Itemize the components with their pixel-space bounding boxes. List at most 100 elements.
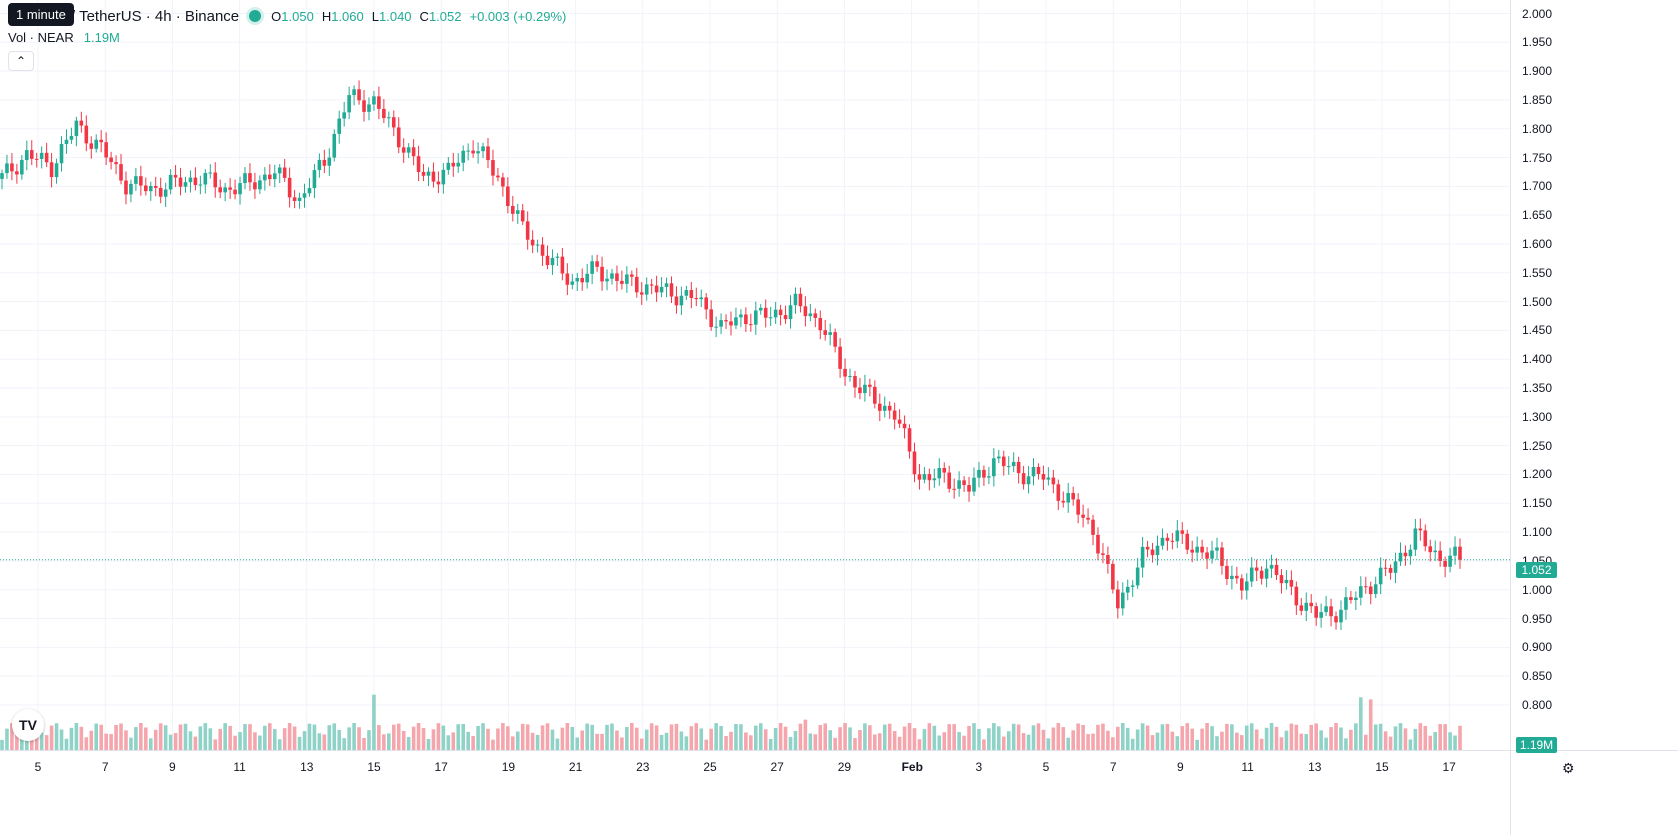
volume-bar bbox=[947, 724, 952, 750]
candle-body bbox=[1011, 461, 1016, 467]
collapse-legend-button[interactable]: ⌃ bbox=[8, 51, 34, 71]
candle-body bbox=[203, 172, 208, 185]
volume-bar bbox=[932, 725, 937, 750]
volume-bar bbox=[148, 738, 153, 750]
volume-bar bbox=[858, 729, 862, 750]
volume-bar bbox=[1026, 734, 1031, 750]
ohlc-key: L bbox=[371, 8, 379, 24]
volume-bar bbox=[1125, 727, 1130, 750]
candle-body bbox=[248, 173, 252, 183]
volume-bar bbox=[436, 723, 441, 750]
candle-body bbox=[788, 305, 793, 320]
volume-bar bbox=[1383, 731, 1388, 750]
volume-bar bbox=[421, 727, 426, 750]
candle-body bbox=[1145, 546, 1150, 550]
candle-body bbox=[783, 315, 788, 320]
candle-body bbox=[342, 112, 346, 119]
candle-body bbox=[818, 317, 823, 331]
volume-bar bbox=[977, 728, 981, 750]
candle-body bbox=[763, 307, 768, 318]
candle-body bbox=[510, 205, 515, 214]
volume-bar bbox=[937, 735, 942, 750]
candle-body bbox=[332, 133, 337, 158]
candle-body bbox=[962, 480, 966, 486]
volume-bar bbox=[773, 727, 778, 750]
candle-body bbox=[977, 469, 981, 478]
volume-bar bbox=[570, 726, 575, 750]
candle-body bbox=[1403, 552, 1408, 557]
volume-bar bbox=[1056, 723, 1061, 750]
volume-label[interactable]: Vol · NEAR bbox=[8, 30, 74, 45]
candle-body bbox=[1200, 546, 1204, 553]
volume-bar bbox=[600, 733, 604, 750]
volume-bar bbox=[1413, 728, 1418, 750]
volume-bar bbox=[277, 739, 282, 750]
volume-bar bbox=[1279, 737, 1284, 750]
price-tick-label: 1.650 bbox=[1522, 208, 1553, 223]
volume-bar bbox=[1061, 727, 1066, 750]
candle-body bbox=[937, 467, 942, 479]
candle-body bbox=[44, 152, 49, 163]
volume-bar bbox=[223, 723, 227, 750]
candle-body bbox=[312, 170, 317, 189]
volume-bar bbox=[1111, 737, 1115, 750]
volume-bar bbox=[416, 723, 421, 750]
candle-body bbox=[15, 171, 19, 175]
volume-bar bbox=[406, 737, 411, 750]
volume-bar bbox=[1120, 723, 1125, 750]
volume-bar bbox=[1448, 732, 1452, 750]
volume-bar bbox=[853, 738, 857, 750]
volume-bar bbox=[0, 739, 4, 750]
volume-bar bbox=[813, 734, 818, 750]
symbol-title[interactable]: / TetherUS · 4h · Binance bbox=[71, 7, 240, 25]
candle-body bbox=[139, 176, 143, 186]
volume-bar bbox=[560, 727, 565, 750]
candle-body bbox=[362, 100, 366, 112]
volume-bar bbox=[332, 723, 337, 750]
ohlc-key: O bbox=[271, 8, 282, 24]
candle-body bbox=[426, 171, 431, 176]
volume-bar bbox=[818, 725, 823, 750]
volume-bar bbox=[1076, 723, 1080, 750]
candle-body bbox=[833, 332, 837, 347]
volume-bar bbox=[684, 736, 689, 750]
candle-body bbox=[917, 474, 922, 480]
candle-body bbox=[243, 173, 247, 184]
volume-bar bbox=[1046, 738, 1051, 750]
candle-body bbox=[744, 314, 748, 325]
volume-bar bbox=[307, 723, 312, 750]
volume-bar bbox=[778, 723, 783, 750]
volume-bar bbox=[337, 729, 342, 750]
volume-bar bbox=[1066, 737, 1071, 750]
volume-bar bbox=[99, 724, 103, 750]
volume-bar bbox=[783, 726, 788, 750]
price-tick-label: 1.600 bbox=[1522, 236, 1553, 251]
tradingview-logo-icon[interactable]: TV bbox=[12, 709, 44, 741]
volume-bar bbox=[163, 725, 168, 750]
candle-body bbox=[1339, 609, 1343, 623]
candle-body bbox=[69, 136, 74, 140]
candle-body bbox=[664, 283, 669, 287]
candle-body bbox=[238, 183, 242, 195]
volume-bar bbox=[292, 726, 297, 750]
volume-bar bbox=[168, 734, 173, 750]
candle-body bbox=[20, 160, 24, 175]
volume-bar bbox=[674, 723, 679, 750]
volume-bar bbox=[1329, 727, 1333, 750]
volume-bar bbox=[506, 726, 510, 750]
candle-body bbox=[1309, 602, 1314, 607]
volume-bar bbox=[1314, 723, 1318, 750]
time-tick-label: 11 bbox=[233, 760, 246, 774]
settings-gear-icon[interactable]: ⚙ bbox=[1562, 760, 1575, 776]
price-tick-label: 0.850 bbox=[1522, 669, 1553, 684]
volume-bar bbox=[233, 735, 237, 750]
candle-body bbox=[1433, 550, 1438, 553]
candle-body bbox=[1458, 546, 1462, 560]
candle-body bbox=[382, 108, 386, 119]
market-status-icon[interactable] bbox=[249, 10, 262, 22]
candle-body bbox=[1140, 546, 1145, 568]
candle-body bbox=[367, 104, 371, 112]
candle-body bbox=[317, 159, 322, 171]
